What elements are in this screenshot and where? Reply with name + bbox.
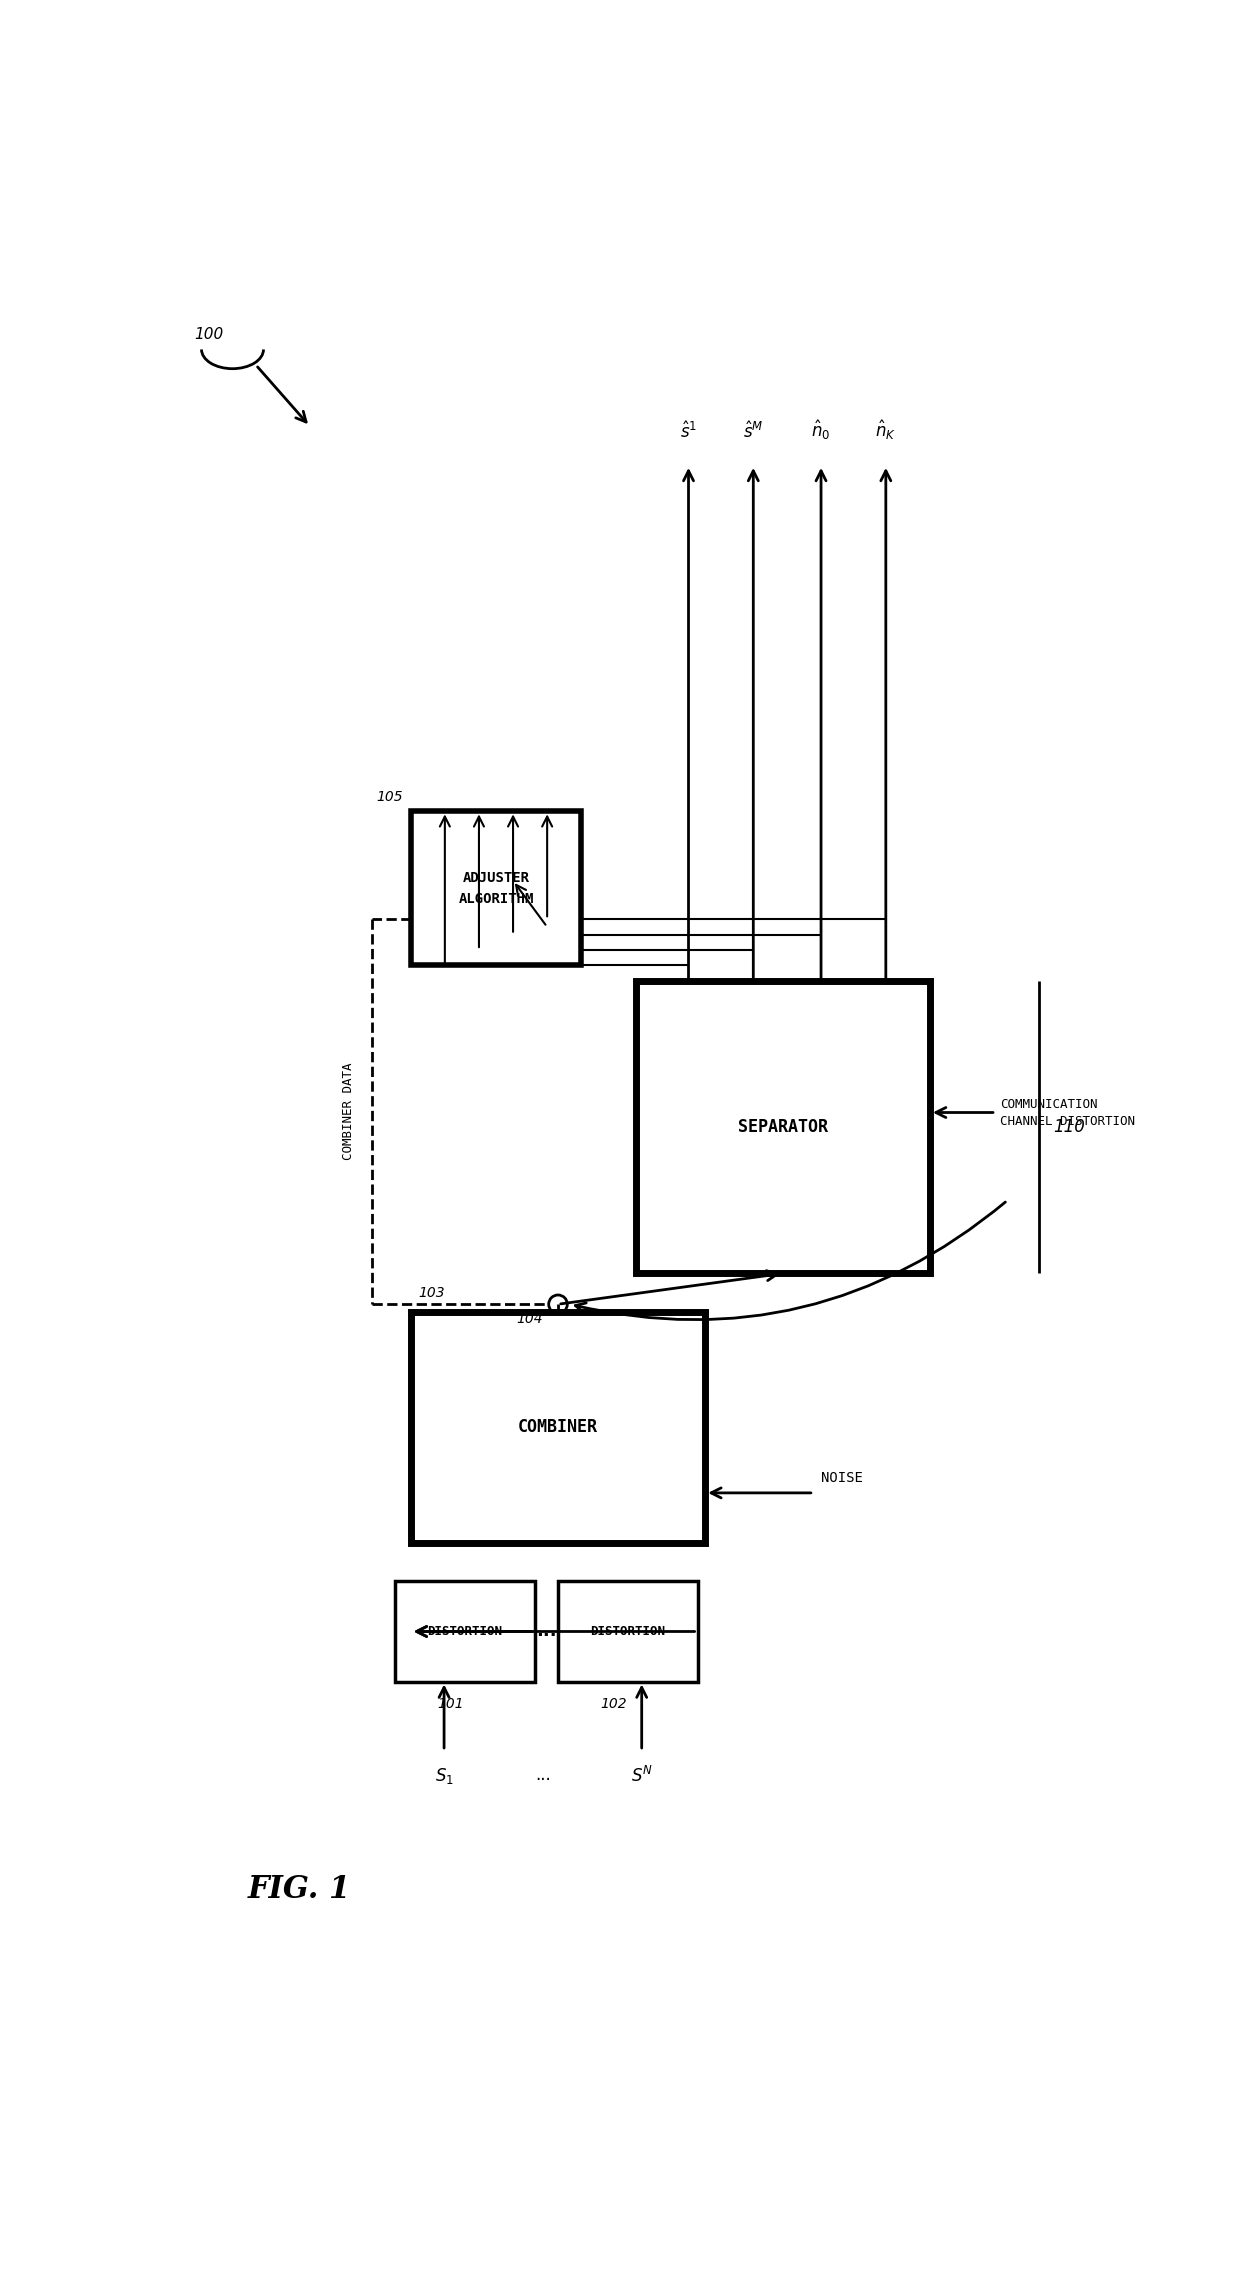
Text: COMBINER: COMBINER [518,1419,598,1437]
Bar [635,980,930,1274]
Text: $\hat{s}^1$: $\hat{s}^1$ [680,420,697,441]
Bar [410,810,582,964]
Text: SEPARATOR: SEPARATOR [738,1118,828,1137]
Bar [396,1582,534,1681]
Text: ...: ... [534,1766,551,1784]
Text: 103: 103 [419,1286,445,1300]
Text: 105: 105 [377,790,403,804]
Bar [558,1582,697,1681]
Text: 100: 100 [195,326,224,342]
Text: 110: 110 [1054,1118,1085,1137]
FancyArrowPatch shape [575,1203,1006,1320]
Text: 101: 101 [436,1697,464,1711]
Text: DISTORTION: DISTORTION [428,1626,502,1637]
Text: NOISE: NOISE [821,1472,863,1486]
Text: $\hat{n}_0$: $\hat{n}_0$ [811,418,831,441]
Bar [410,1311,706,1543]
Text: $\hat{n}_K$: $\hat{n}_K$ [875,418,897,441]
Text: $\hat{s}^M$: $\hat{s}^M$ [743,420,764,441]
Text: $S_1$: $S_1$ [434,1766,454,1786]
Text: ADJUSTER
ALGORITHM: ADJUSTER ALGORITHM [459,870,533,905]
Text: DISTORTION: DISTORTION [590,1626,665,1637]
Text: FIG. 1: FIG. 1 [248,1874,351,1906]
Text: COMBINER DATA: COMBINER DATA [342,1063,355,1159]
Text: ...: ... [536,1623,557,1639]
Text: 104: 104 [516,1311,543,1327]
Text: $S^N$: $S^N$ [631,1766,652,1786]
Text: COMMUNICATION
CHANNEL DISTORTION: COMMUNICATION CHANNEL DISTORTION [999,1097,1135,1127]
Text: 102: 102 [600,1697,626,1711]
